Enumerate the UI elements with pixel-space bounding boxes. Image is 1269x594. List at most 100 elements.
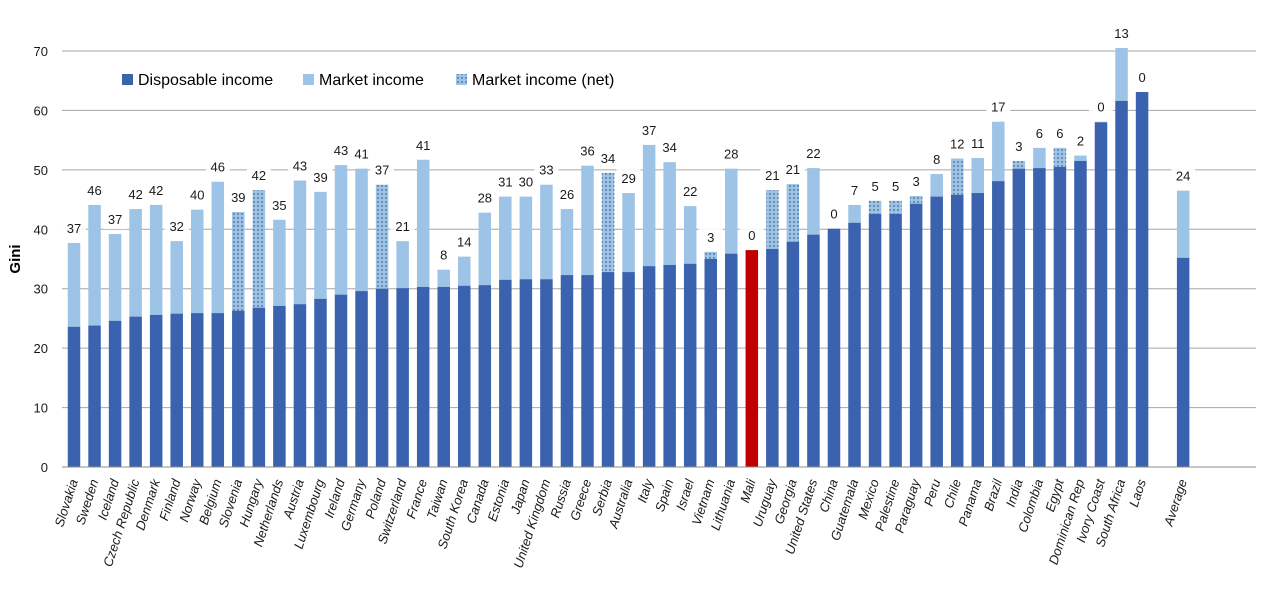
data-label: 39 [231, 190, 245, 205]
bar-market-income [683, 206, 697, 264]
bar-disposable-income [1033, 168, 1046, 467]
bar-disposable-income [909, 203, 923, 467]
bar-market-income-net [1053, 147, 1067, 167]
bar-disposable-income [519, 279, 533, 467]
data-label: 8 [933, 152, 940, 167]
bar-disposable-income [560, 275, 574, 467]
data-label-bg [1109, 24, 1134, 44]
data-label-bg [965, 133, 990, 153]
data-label-bg [411, 135, 436, 155]
data-label-bg [821, 204, 846, 224]
x-tick-label: Average [1161, 477, 1190, 528]
data-label: 43 [293, 159, 307, 174]
bar-market-income [129, 209, 142, 317]
data-label-bg [82, 180, 107, 200]
data-label-bg [719, 144, 744, 164]
data-label: 42 [149, 183, 163, 198]
data-label: 2 [1077, 134, 1084, 149]
bar-disposable-income [293, 304, 307, 467]
bar-market-income [560, 209, 574, 276]
bar-market-income [478, 212, 492, 286]
y-tick-label: 60 [34, 103, 48, 118]
bar-market-income [437, 269, 450, 287]
y-tick-label: 10 [34, 401, 48, 416]
data-label-bg [308, 167, 333, 187]
bar-market-income [971, 157, 985, 194]
bar-market-income-net [950, 158, 964, 195]
data-label: 28 [478, 191, 492, 206]
bar-disposable-income [416, 286, 430, 467]
data-label: 8 [440, 248, 447, 263]
data-label-bg [1027, 123, 1052, 143]
bar-disposable-income [766, 248, 779, 467]
bar-disposable-income [478, 285, 492, 467]
bar-disposable-income [1074, 160, 1087, 467]
legend-label-market-net: Market income (net) [472, 72, 614, 89]
data-label-bg [739, 226, 764, 246]
bar-disposable-income [252, 307, 266, 467]
data-label-bg [205, 157, 230, 177]
legend-swatch-market [303, 74, 314, 85]
data-label-bg [390, 217, 415, 237]
bar-market-income [807, 168, 820, 235]
data-label-bg [493, 172, 518, 192]
y-tick-label: 50 [34, 163, 48, 178]
x-tick-label: Laos [1126, 477, 1149, 509]
legend-item-disposable: Disposable income [122, 72, 273, 89]
data-label-bg [596, 148, 621, 168]
data-label-bg [267, 195, 292, 215]
data-label: 26 [560, 187, 574, 202]
bar-market-income [170, 241, 183, 314]
bar-disposable-income [149, 314, 163, 467]
bar-market-income [334, 165, 348, 295]
bar-disposable-income [622, 272, 635, 467]
data-label-bg [698, 227, 723, 247]
bar-market-income [416, 159, 430, 287]
data-label: 5 [871, 179, 878, 194]
bar-market-income [848, 204, 861, 223]
data-label-bg [575, 141, 600, 161]
bar-market-income [663, 162, 676, 265]
data-label: 17 [991, 100, 1005, 115]
data-label: 0 [1097, 100, 1104, 115]
bar-market-income [190, 209, 204, 314]
bar-disposable-income [642, 266, 656, 467]
bar-market-income [930, 174, 943, 197]
bar-disposable-income [396, 288, 409, 467]
data-label-bg [760, 166, 785, 186]
data-label-bg [863, 176, 888, 196]
bar-market-income [622, 193, 635, 273]
data-label: 0 [830, 207, 837, 222]
legend-swatch-disposable [122, 74, 133, 85]
legend-label-disposable: Disposable income [138, 72, 273, 89]
bar-market-income [67, 242, 81, 327]
bar-market-income-net [375, 184, 389, 289]
data-label: 29 [621, 171, 635, 186]
legend-swatch-market-net [456, 74, 467, 85]
bar-disposable-income [67, 326, 81, 467]
bar-market-income-net [232, 212, 245, 311]
bar-disposable-income [1053, 166, 1067, 467]
data-label-bg [842, 180, 867, 200]
data-label-bg [1171, 166, 1196, 186]
data-label: 30 [519, 175, 533, 190]
bar-disposable-income [1094, 122, 1108, 468]
bar-disposable-income [129, 316, 142, 467]
bar-market-income-net [704, 251, 717, 259]
bar-disposable-income [992, 181, 1005, 468]
bar-disposable-income [848, 222, 861, 467]
data-label-bg [349, 144, 374, 164]
bar-disposable-income [499, 279, 512, 467]
bar-disposable-income [601, 272, 615, 467]
bar-market-income [642, 144, 656, 267]
data-label-bg [144, 180, 169, 200]
data-label-bg [226, 188, 251, 208]
data-label: 37 [375, 163, 389, 178]
data-label: 37 [108, 212, 122, 227]
bar-disposable-income [745, 250, 759, 467]
data-label: 0 [1138, 70, 1145, 85]
bar-disposable-income [683, 263, 697, 467]
data-label: 3 [1015, 139, 1022, 154]
data-label-bg [945, 134, 970, 154]
